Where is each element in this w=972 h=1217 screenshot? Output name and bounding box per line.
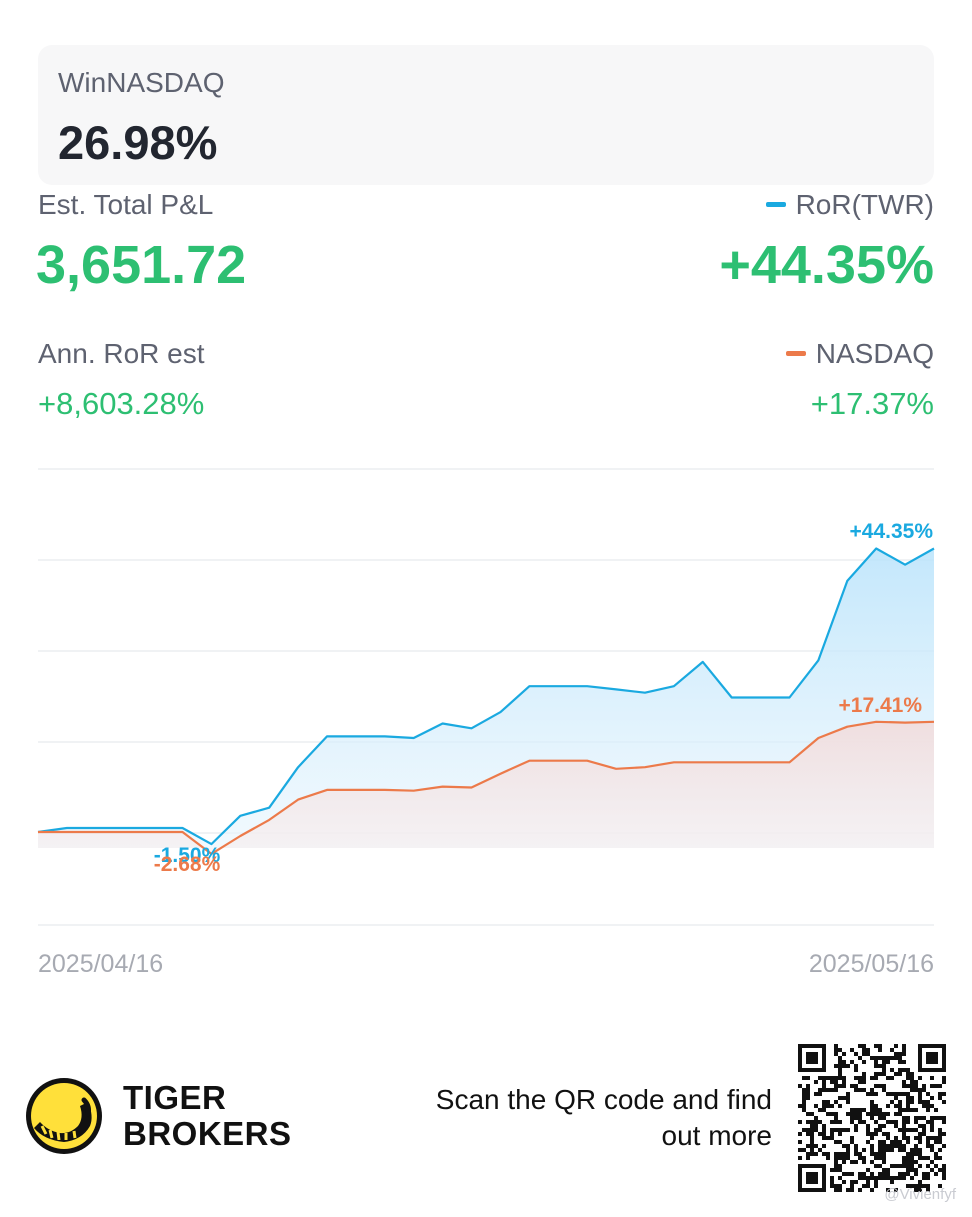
qr-code-icon[interactable] — [798, 1044, 946, 1192]
ror-data-point — [788, 696, 792, 700]
nasdaq-data-point — [730, 760, 734, 764]
ror-legend: RoR(TWR) — [765, 189, 934, 221]
pnl-value: 3,651.72 — [36, 235, 247, 295]
nasdaq-area — [38, 721, 934, 854]
summary-value: 26.98% — [58, 116, 218, 169]
nasdaq-data-point — [614, 767, 618, 771]
nasdaq-data-point — [845, 725, 849, 729]
nasdaq-data-point — [499, 772, 503, 776]
ror-data-point — [499, 710, 503, 714]
nasdaq-data-point — [527, 759, 531, 763]
nasdaq-data-point — [36, 830, 40, 834]
nasdaq-legend-label: NASDAQ — [815, 338, 934, 369]
nasdaq-data-point — [441, 785, 445, 789]
ror-series-line — [37, 547, 935, 846]
nasdaq-data-point — [643, 765, 647, 769]
performance-chart[interactable]: +44.35% +17.41% -1.50% -2.68% — [0, 460, 972, 940]
nasdaq-data-point — [788, 760, 792, 764]
x-axis-start-date: 2025/04/16 — [38, 950, 164, 978]
ror-data-point — [238, 814, 242, 818]
ror-data-point — [730, 696, 734, 700]
brand-line-2: BROKERS — [123, 1115, 292, 1152]
nasdaq-data-point — [903, 721, 907, 725]
brand-name: TIGER BROKERS — [123, 1080, 292, 1152]
nasdaq-max-label: +17.41% — [839, 694, 923, 717]
nasdaq-data-point — [94, 830, 98, 834]
ror-data-point — [470, 726, 474, 730]
nasdaq-value: +17.37% — [810, 386, 934, 421]
ror-data-point — [94, 826, 98, 830]
ror-data-point — [354, 734, 358, 738]
nasdaq-series-line — [38, 720, 935, 855]
nasdaq-data-point — [816, 736, 820, 740]
nasdaq-data-point — [874, 720, 878, 724]
nasdaq-data-point — [65, 830, 69, 834]
summary-card: WinNASDAQ 26.98% — [38, 45, 934, 185]
ror-data-point — [932, 547, 936, 551]
ror-max-label: +44.35% — [850, 520, 934, 543]
ror-data-point — [527, 684, 531, 688]
ror-data-point — [296, 765, 300, 769]
ror-data-point — [614, 687, 618, 691]
ror-data-point — [412, 736, 416, 740]
ror-legend-label: RoR(TWR) — [795, 189, 934, 220]
scan-qr-text: Scan the QR code and find out more — [435, 1084, 772, 1151]
ror-data-point — [123, 826, 127, 830]
nasdaq-data-point — [585, 759, 589, 763]
ror-data-point — [267, 806, 271, 810]
nasdaq-data-point — [932, 720, 936, 724]
nasdaq-data-point — [383, 788, 387, 792]
ror-data-point — [759, 696, 763, 700]
nasdaq-data-point — [672, 760, 676, 764]
ror-data-point — [845, 579, 849, 583]
ror-data-point — [903, 563, 907, 567]
nasdaq-data-point — [238, 834, 242, 838]
ror-data-point — [643, 691, 647, 695]
ror-data-point — [181, 826, 185, 830]
nasdaq-legend: NASDAQ — [785, 338, 934, 370]
nasdaq-legend-dash — [785, 350, 806, 356]
nasdaq-data-point — [759, 760, 763, 764]
ror-data-point — [816, 658, 820, 662]
ror-data-point — [383, 734, 387, 738]
nasdaq-data-point — [556, 759, 560, 763]
summary-label: WinNASDAQ — [58, 67, 225, 98]
ror-data-point — [585, 684, 589, 688]
nasdaq-data-point — [123, 830, 127, 834]
ror-data-point — [152, 826, 156, 830]
ann-ror-label: Ann. RoR est — [38, 338, 205, 369]
ror-data-point — [441, 722, 445, 726]
brand-line-1: TIGER — [123, 1079, 227, 1116]
ror-data-point — [672, 684, 676, 688]
nasdaq-min-label: -2.68% — [154, 853, 221, 876]
ror-legend-dash — [765, 201, 786, 207]
ror-value: +44.35% — [719, 235, 934, 295]
nasdaq-data-point — [296, 798, 300, 802]
nasdaq-data-point — [267, 818, 271, 822]
ror-data-point — [65, 826, 69, 830]
ror-data-point — [325, 734, 329, 738]
ror-min-label: -1.50% — [154, 844, 221, 867]
nasdaq-data-point — [152, 830, 156, 834]
ror-data-point — [556, 684, 560, 688]
ror-data-point — [874, 547, 878, 551]
nasdaq-data-point — [354, 788, 358, 792]
nasdaq-data-point — [325, 788, 329, 792]
pnl-label: Est. Total P&L — [38, 189, 214, 220]
watermark: @Vivienfyf — [884, 1186, 956, 1203]
nasdaq-data-point — [470, 786, 474, 790]
tiger-logo-icon — [26, 1078, 102, 1154]
nasdaq-data-point — [701, 760, 705, 764]
ann-ror-value: +8,603.28% — [38, 386, 205, 421]
nasdaq-data-point — [181, 830, 185, 834]
x-axis-end-date: 2025/05/16 — [808, 950, 934, 978]
nasdaq-data-point — [412, 789, 416, 793]
ror-data-point — [701, 660, 705, 664]
